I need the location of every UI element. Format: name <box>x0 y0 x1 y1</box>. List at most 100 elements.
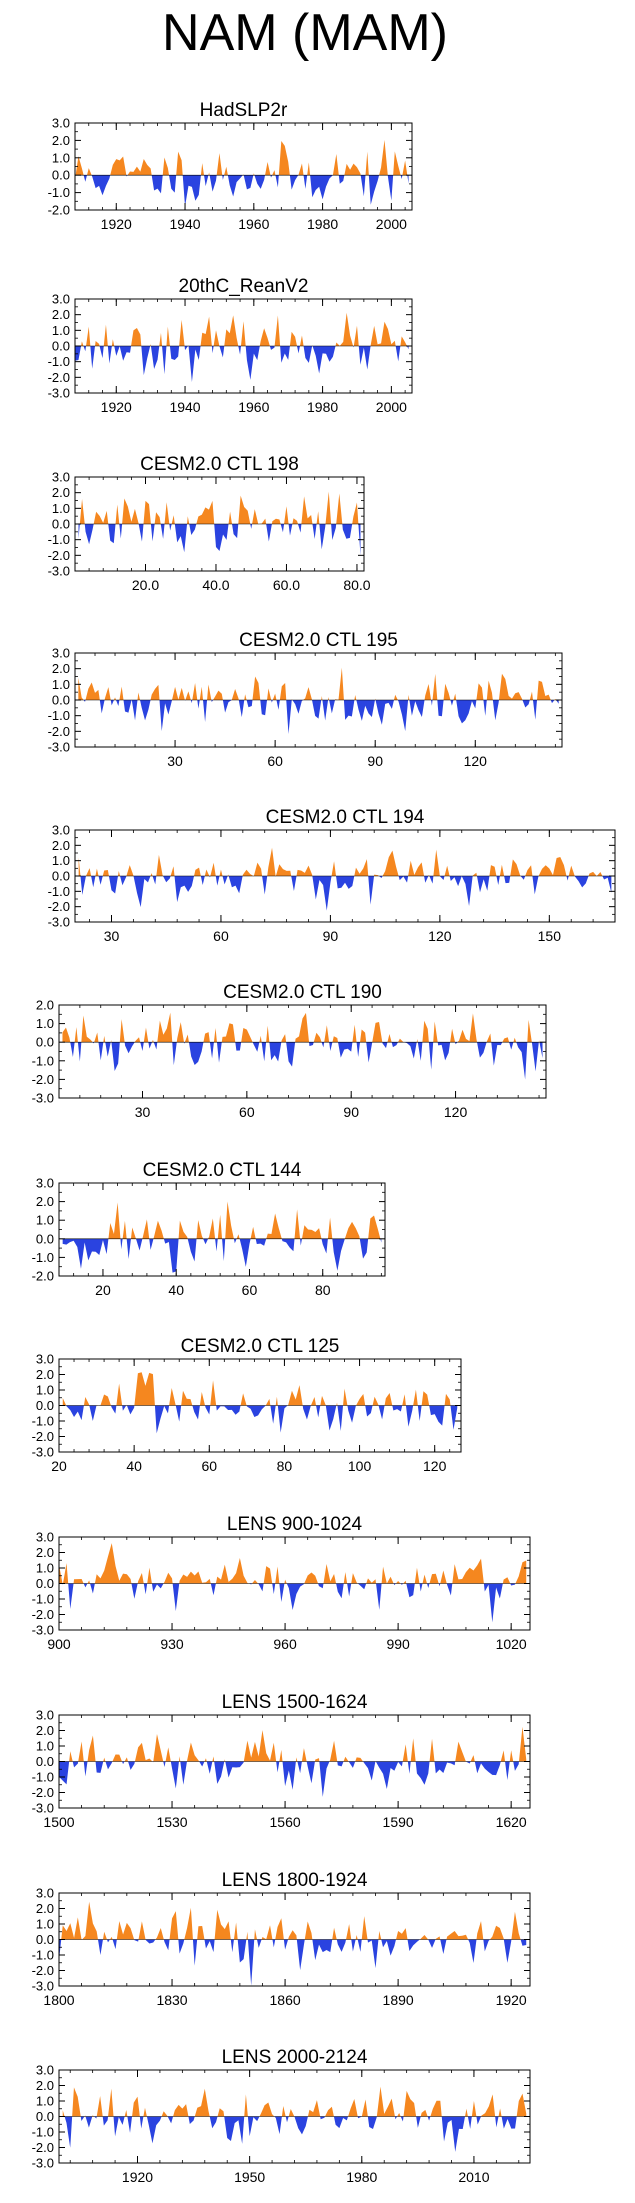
y-tick-label: 1.0 <box>52 853 70 868</box>
y-tick-label: 2.0 <box>52 661 70 676</box>
y-tick-label: -3.0 <box>32 1623 54 1638</box>
y-tick-label: -1.0 <box>48 884 70 899</box>
y-tick-label: 2.0 <box>52 307 70 322</box>
x-tick-label: 30 <box>167 753 183 769</box>
x-tick-label: 1800 <box>43 1992 74 2008</box>
x-tick-label: 1020 <box>496 1636 527 1652</box>
panel-title: LENS 1500-1624 <box>222 1692 368 1713</box>
x-tick-label: 1920 <box>122 2169 153 2185</box>
y-tick-label: 0.0 <box>36 1231 54 1246</box>
y-tick-label: -2.0 <box>32 2140 54 2155</box>
y-tick-label: -2.0 <box>48 203 70 218</box>
plot-frame <box>74 122 413 211</box>
x-tick-label: 80 <box>277 1458 293 1474</box>
positive-area <box>75 139 409 176</box>
y-tick-label: 3.0 <box>36 1708 54 1723</box>
y-tick-label: 3.0 <box>52 823 70 838</box>
y-tick-label: 3.0 <box>36 1352 54 1367</box>
y-tick-label: -2.0 <box>48 724 70 739</box>
y-tick-label: -1.0 <box>32 2125 54 2140</box>
negative-area <box>78 876 612 911</box>
panel-title: 20thC_ReanV2 <box>179 276 309 297</box>
y-tick-label: 3.0 <box>52 646 70 661</box>
y-tick-label: -3.0 <box>32 1445 54 1460</box>
x-tick-label: 100 <box>348 1458 372 1474</box>
positive-area <box>62 1012 543 1043</box>
y-tick-label: -2.0 <box>32 1429 54 1444</box>
x-tick-label: 1950 <box>234 2169 265 2185</box>
negative-area <box>62 1042 543 1080</box>
y-tick-label: 0.0 <box>52 168 70 183</box>
x-tick-label: 80.0 <box>343 577 370 593</box>
y-tick-label: -1.0 <box>32 1592 54 1607</box>
y-tick-label: 0.0 <box>36 2109 54 2124</box>
x-tick-label: 60 <box>242 1282 258 1298</box>
x-tick-label: 120 <box>464 753 488 769</box>
panel-title: LENS 1800-1924 <box>222 1870 368 1891</box>
y-tick-label: 0.0 <box>52 517 70 532</box>
x-tick-label: 990 <box>386 1636 410 1652</box>
y-tick-label: 2.0 <box>36 1367 54 1382</box>
y-tick-label: 1.0 <box>36 1739 54 1754</box>
y-tick-label: -2.0 <box>48 370 70 385</box>
x-tick-label: 1940 <box>169 216 200 232</box>
chart-panel: LENS 2000-2124 3.02.01.00.0-1.0-2.0-3.0 19… <box>32 2047 531 2185</box>
x-tick-label: 900 <box>47 1636 71 1652</box>
chart-panel: HadSLP2r 3.0 2.0 1.0 0.0 -1.0 -2.0 1920 1940 1960… <box>48 100 413 232</box>
x-tick-label: 1590 <box>383 1814 414 1830</box>
y-tick-label: 2.0 <box>36 998 54 1013</box>
y-tick-label: -2.0 <box>32 1607 54 1622</box>
chart-panel: CESM2.0 CTL 195 3.02.01.00.0-1.0-2.0-3.0 3… <box>48 630 563 769</box>
negative-area <box>59 1761 527 1797</box>
negative-area <box>78 524 361 556</box>
chart-panel: LENS 1500-16243.02.01.00.0-1.0-2.0-3.015… <box>32 1692 531 1830</box>
positive-area <box>59 1901 527 1940</box>
x-tick-label: 40 <box>126 1458 142 1474</box>
y-tick-label: 1.0 <box>52 501 70 516</box>
x-tick-label: 1560 <box>270 1814 301 1830</box>
y-tick-label: -1.0 <box>32 1053 54 1068</box>
y-tick-label: -3.0 <box>48 740 70 755</box>
chart-panel: CESM2.0 CTL 144 3.0 2.0 1.0 0.0 -1.0 -2.0 20 40 6… <box>32 1160 386 1298</box>
y-tick-label: -3.0 <box>48 386 70 401</box>
panel-title: LENS 900-1024 <box>227 1514 363 1535</box>
y-tick-label: 0.0 <box>36 1932 54 1947</box>
y-tick-label: 1.0 <box>52 677 70 692</box>
panel-title: CESM2.0 CTL 190 <box>223 982 382 1003</box>
chart-panel: CESM2.0 CTL 194 3.02.01.00.0-1.0-2.0-3.0 3… <box>48 807 616 944</box>
y-tick-label: 3.0 <box>52 116 70 131</box>
y-tick-label: -1.0 <box>48 532 70 547</box>
y-tick-label: 1.0 <box>52 323 70 338</box>
x-tick-label: 1530 <box>156 1814 187 1830</box>
y-tick-label: 2.0 <box>36 1723 54 1738</box>
y-tick-label: 0.0 <box>36 1576 54 1591</box>
y-tick-label: -3.0 <box>32 1091 54 1106</box>
negative-area <box>78 700 559 734</box>
x-tick-label: 30 <box>104 928 120 944</box>
y-tick-label: 0.0 <box>52 693 70 708</box>
x-tick-label: 1980 <box>346 2169 377 2185</box>
positive-area <box>75 312 409 346</box>
x-tick-label: 1920 <box>496 1992 527 2008</box>
x-tick-label: 40 <box>168 1282 184 1298</box>
x-tick-label: 1860 <box>270 1992 301 2008</box>
y-tick-label: 1.0 <box>52 150 70 165</box>
y-tick-label: 3.0 <box>36 2063 54 2078</box>
positive-area <box>78 491 361 524</box>
y-tick-label: 1.0 <box>36 1917 54 1932</box>
x-tick-label: 120 <box>428 928 452 944</box>
negative-area <box>62 2116 527 2152</box>
y-tick-label: 2.0 <box>36 2078 54 2093</box>
x-tick-label: 120 <box>423 1458 447 1474</box>
panel-title: CESM2.0 CTL 194 <box>266 807 425 828</box>
x-tick-label: 150 <box>538 928 562 944</box>
y-tick-label: 1.0 <box>36 2094 54 2109</box>
y-tick-label: -1.0 <box>32 1948 54 1963</box>
y-tick-label: 0.0 <box>36 1035 54 1050</box>
x-tick-label: 20.0 <box>132 577 159 593</box>
y-tick-label: 1.0 <box>36 1383 54 1398</box>
x-tick-label: 60 <box>267 753 283 769</box>
y-tick-label: 1.0 <box>36 1213 54 1228</box>
panel-title: CESM2.0 CTL 198 <box>140 454 299 475</box>
positive-area <box>59 1543 527 1584</box>
